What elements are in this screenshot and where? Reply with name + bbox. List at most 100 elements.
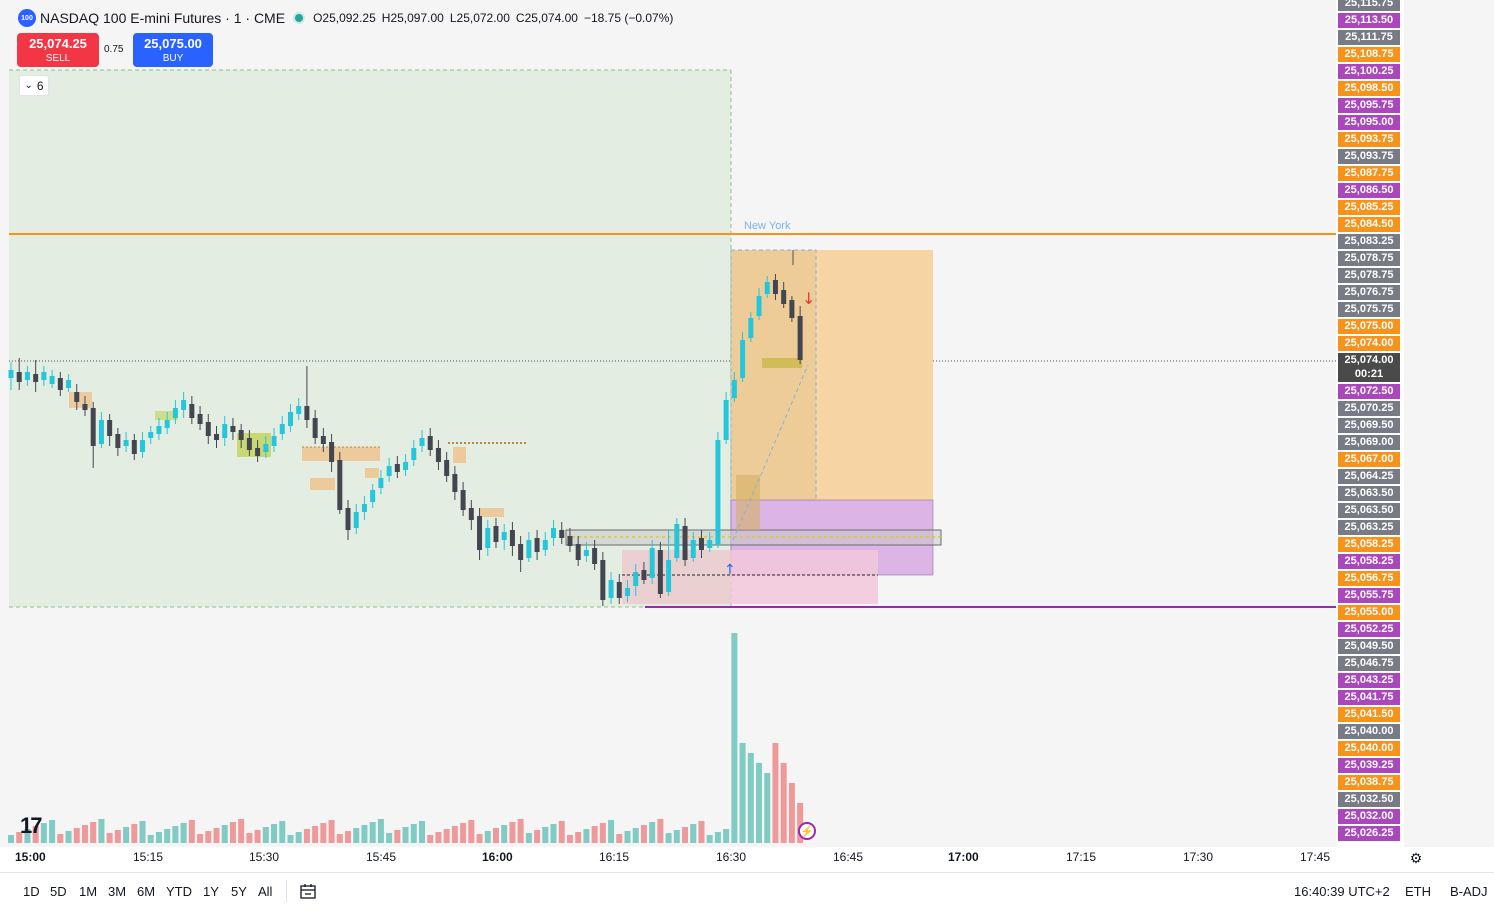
price-axis-label: 25,058.25 — [1338, 537, 1400, 552]
candle-body — [435, 448, 441, 462]
candle-body — [477, 516, 483, 550]
candle-body — [756, 296, 762, 316]
calendar-range-icon[interactable] — [299, 882, 317, 900]
volume-bar — [369, 822, 376, 843]
range-button-1m[interactable]: 1M — [79, 884, 98, 899]
candle-body — [82, 404, 88, 410]
session-toggle[interactable]: ETH — [1405, 884, 1431, 899]
volume-bar — [747, 753, 754, 843]
buy-button[interactable]: 25,075.00 BUY — [133, 33, 213, 67]
volume-bar — [16, 832, 23, 843]
range-button-1d[interactable]: 1D — [23, 884, 40, 899]
indicators-collapse-button[interactable]: ⌄ 6 — [19, 75, 49, 96]
price-axis-label: 25,115.75 — [1338, 0, 1400, 11]
volume-bar — [262, 827, 269, 843]
price-axis-label: 25,108.75 — [1338, 47, 1400, 62]
price-axis-label: 25,069.00 — [1338, 435, 1400, 450]
price-axis-label: 25,039.25 — [1338, 758, 1400, 773]
price-axis-label: 25,072.50 — [1338, 384, 1400, 399]
sell-button[interactable]: 25,074.25 SELL — [17, 33, 99, 67]
price-axis-label: 25,078.75 — [1338, 251, 1400, 266]
price-axis-label: 25,075.00 — [1338, 319, 1400, 334]
volume-bar — [139, 821, 146, 843]
volume-bar — [377, 819, 384, 843]
candle-body — [57, 378, 63, 390]
range-button-1y[interactable]: 1Y — [203, 884, 219, 899]
range-button-3m[interactable]: 3M — [108, 884, 127, 899]
fvg-box — [365, 468, 379, 478]
volume-bar — [599, 823, 606, 843]
candle-body — [337, 460, 343, 510]
volume-bar — [665, 833, 672, 843]
adjustment-toggle[interactable]: B-ADJ — [1450, 884, 1488, 899]
sell-price: 25,074.25 — [29, 36, 87, 51]
buy-label: BUY — [162, 53, 184, 64]
price-axis-label: 25,075.75 — [1338, 302, 1400, 317]
volume-bar — [8, 835, 14, 843]
tradingview-logo[interactable]: 17 — [20, 813, 43, 838]
volume-bar — [254, 830, 261, 843]
symbol-title[interactable]: NASDAQ 100 E-mini Futures · 1 · CME — [40, 10, 286, 26]
clock-display[interactable]: 16:40:39 UTC+2 — [1294, 884, 1390, 899]
volume-bar — [361, 825, 368, 843]
session-label: New York — [744, 220, 791, 232]
price-axis-label: 25,067.00 — [1338, 452, 1400, 467]
fvg-box — [310, 478, 335, 490]
volume-bar — [427, 835, 434, 843]
volume-bar — [123, 827, 130, 843]
volume-bar — [723, 829, 730, 843]
volume-bar — [443, 829, 450, 843]
candle-body — [296, 406, 302, 414]
symbol-legend[interactable]: 100 NASDAQ 100 E-mini Futures · 1 · CME … — [18, 8, 679, 28]
volume-bar — [205, 831, 212, 843]
candle-body — [723, 400, 729, 440]
price-axis-label: 25,074.00 — [1338, 336, 1400, 351]
candle-body — [279, 424, 285, 434]
candle-body — [559, 530, 565, 538]
candle-body — [189, 404, 195, 418]
price-axis-label: 25,095.75 — [1338, 98, 1400, 113]
volume-bar — [312, 826, 319, 843]
time-axis[interactable] — [0, 847, 1494, 871]
price-axis-label: 25,111.75 — [1338, 30, 1400, 45]
sell-label: SELL — [45, 53, 71, 64]
candle-body — [214, 434, 219, 440]
range-button-6m[interactable]: 6M — [137, 884, 156, 899]
candle-body — [140, 440, 146, 452]
volume-bar — [542, 827, 549, 843]
volume-bar — [353, 828, 360, 843]
volume-bar — [566, 835, 573, 843]
volume-bar — [65, 831, 72, 843]
fvg-box — [69, 392, 92, 408]
ohlc-change: −18.75 (−0.07%) — [583, 11, 674, 25]
price-axis-label: 25,052.25 — [1338, 622, 1400, 637]
candle-body — [312, 418, 318, 438]
candle-body — [625, 588, 630, 596]
lightning-icon[interactable]: ⚡ — [798, 822, 816, 840]
candle-body — [608, 580, 614, 598]
candle-body — [156, 426, 162, 434]
volume-bar — [451, 826, 458, 843]
volume-bar — [583, 829, 590, 843]
candle-body — [731, 380, 737, 398]
range-button-5y[interactable]: 5Y — [231, 884, 247, 899]
volume-bar — [780, 763, 787, 843]
range-button-all[interactable]: All — [258, 884, 273, 899]
market-status-dot[interactable] — [295, 14, 304, 22]
volume-bar — [509, 822, 516, 843]
price-axis-label: 25,093.75 — [1338, 149, 1400, 164]
candle-body — [172, 408, 178, 418]
range-button-ytd[interactable]: YTD — [166, 884, 192, 899]
candle-body — [468, 508, 474, 520]
range-button-5d[interactable]: 5D — [50, 884, 67, 899]
price-chart[interactable]: ↓ ↑ — [0, 0, 1336, 847]
candle-body — [583, 550, 589, 556]
time-axis-label: 15:30 — [249, 850, 280, 864]
chart-pane[interactable]: ↓ ↑ — [0, 0, 1336, 847]
candle-body — [394, 464, 400, 472]
volume-bar — [328, 820, 335, 843]
gear-icon[interactable]: ⚙ — [1409, 850, 1423, 866]
volume-bar — [492, 828, 499, 843]
volume-bar — [410, 824, 417, 843]
price-axis-label: 25,058.25 — [1338, 554, 1400, 569]
